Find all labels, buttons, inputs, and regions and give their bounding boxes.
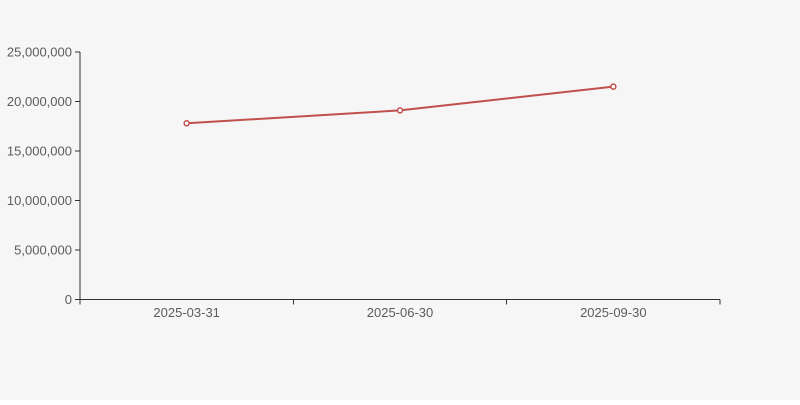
y-axis-tick-label: 5,000,000 bbox=[14, 243, 72, 258]
y-axis-tick-label: 10,000,000 bbox=[7, 193, 72, 208]
x-axis-tick-label: 2025-09-30 bbox=[580, 305, 647, 320]
series-line bbox=[185, 85, 615, 125]
data-point-marker bbox=[396, 107, 404, 114]
y-axis-tick-label: 0 bbox=[65, 292, 72, 307]
data-point-marker bbox=[183, 120, 190, 127]
x-axis-tick-label: 2025-03-31 bbox=[153, 305, 220, 320]
data-point-marker bbox=[610, 83, 617, 90]
x-axis-tick-label: 2025-06-30 bbox=[367, 305, 434, 320]
y-axis-tick-label: 25,000,000 bbox=[7, 45, 72, 60]
y-axis-tick-label: 20,000,000 bbox=[7, 94, 72, 109]
y-axis-tick-label: 15,000,000 bbox=[7, 144, 72, 159]
